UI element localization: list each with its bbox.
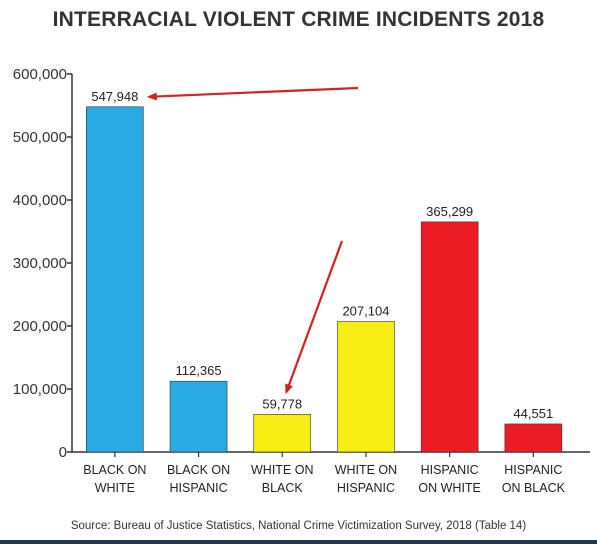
y-tick-label: 0 [59, 444, 67, 461]
x-tick-label: BLACK ON [167, 463, 230, 477]
y-tick-label: 400,000 [13, 192, 67, 209]
bar [86, 106, 144, 453]
y-tick-label: 100,000 [13, 381, 67, 398]
data-label: 547,948 [91, 89, 138, 104]
labels-layer: 547,948 BLACK ON WHITE 112,365 BLACK ON HISPA… [83, 89, 565, 495]
bottom-border [0, 540, 597, 544]
data-label: 59,778 [262, 396, 302, 411]
x-tick-label: BLACK [262, 481, 304, 495]
data-label: 207,104 [342, 304, 389, 319]
arrow-layer [146, 86, 359, 395]
x-tick-label: BLACK ON [83, 463, 146, 477]
y-tick-label: 300,000 [13, 255, 67, 272]
bar [504, 423, 563, 453]
data-label: 44,551 [513, 406, 553, 421]
bar [169, 380, 228, 453]
bar [337, 321, 395, 453]
x-tick-label: HISPANIC [169, 481, 227, 495]
chart-title: INTERRACIAL VIOLENT CRIME INCIDENTS 2018 [52, 8, 545, 31]
x-tick-label: HISPANIC [504, 463, 562, 477]
data-label: 365,299 [426, 204, 473, 219]
annotation-arrow [146, 86, 359, 101]
x-tick-label: WHITE ON [335, 463, 398, 477]
source-note: Source: Bureau of Justice Statistics, Na… [70, 520, 527, 532]
y-tick-label: 600,000 [13, 66, 67, 83]
x-tick-label: HISPANIC [421, 463, 479, 477]
axis-layer: 0 100,000 200,000 300,000 400,000 500,000 600,… [13, 66, 590, 461]
x-tick-label: ON WHITE [418, 481, 481, 495]
y-tick-label: 500,000 [13, 129, 67, 146]
bar [253, 414, 312, 453]
x-tick-label: WHITE ON [251, 463, 314, 477]
data-label: 112,365 [176, 363, 222, 378]
x-tick-label: ON BLACK [502, 481, 566, 495]
bar [420, 221, 479, 453]
bars-layer [86, 106, 563, 453]
x-tick-label: WHITE [95, 481, 135, 495]
y-tick-label: 200,000 [13, 318, 67, 335]
annotation-arrow [285, 240, 344, 395]
x-tick-label: HISPANIC [337, 481, 395, 495]
